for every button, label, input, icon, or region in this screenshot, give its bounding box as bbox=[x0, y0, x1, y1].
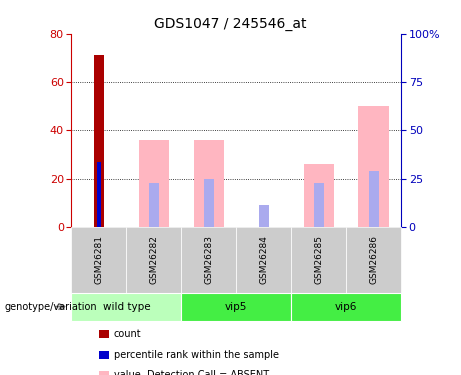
Bar bbox=[97, 162, 101, 227]
Text: GSM26283: GSM26283 bbox=[204, 235, 213, 284]
Text: GSM26284: GSM26284 bbox=[259, 235, 268, 284]
Text: percentile rank within the sample: percentile rank within the sample bbox=[114, 350, 279, 360]
Bar bbox=[259, 205, 269, 227]
Text: vip5: vip5 bbox=[225, 302, 248, 312]
Text: vip6: vip6 bbox=[335, 302, 357, 312]
Text: GSM26282: GSM26282 bbox=[149, 235, 159, 284]
Text: wild type: wild type bbox=[103, 302, 150, 312]
Text: count: count bbox=[114, 329, 142, 339]
Text: genotype/variation: genotype/variation bbox=[5, 302, 97, 312]
Bar bbox=[359, 106, 389, 227]
Text: GSM26285: GSM26285 bbox=[314, 235, 323, 284]
Bar bbox=[139, 140, 169, 227]
Text: GSM26281: GSM26281 bbox=[95, 235, 103, 284]
Bar bbox=[303, 164, 334, 227]
Bar bbox=[204, 178, 214, 227]
Text: value, Detection Call = ABSENT: value, Detection Call = ABSENT bbox=[114, 370, 269, 375]
Bar bbox=[94, 56, 104, 227]
Bar bbox=[369, 171, 378, 227]
Bar bbox=[194, 140, 224, 227]
Text: GSM26286: GSM26286 bbox=[369, 235, 378, 284]
Bar bbox=[149, 183, 159, 227]
Bar bbox=[314, 183, 324, 227]
Text: GDS1047 / 245546_at: GDS1047 / 245546_at bbox=[154, 17, 307, 31]
